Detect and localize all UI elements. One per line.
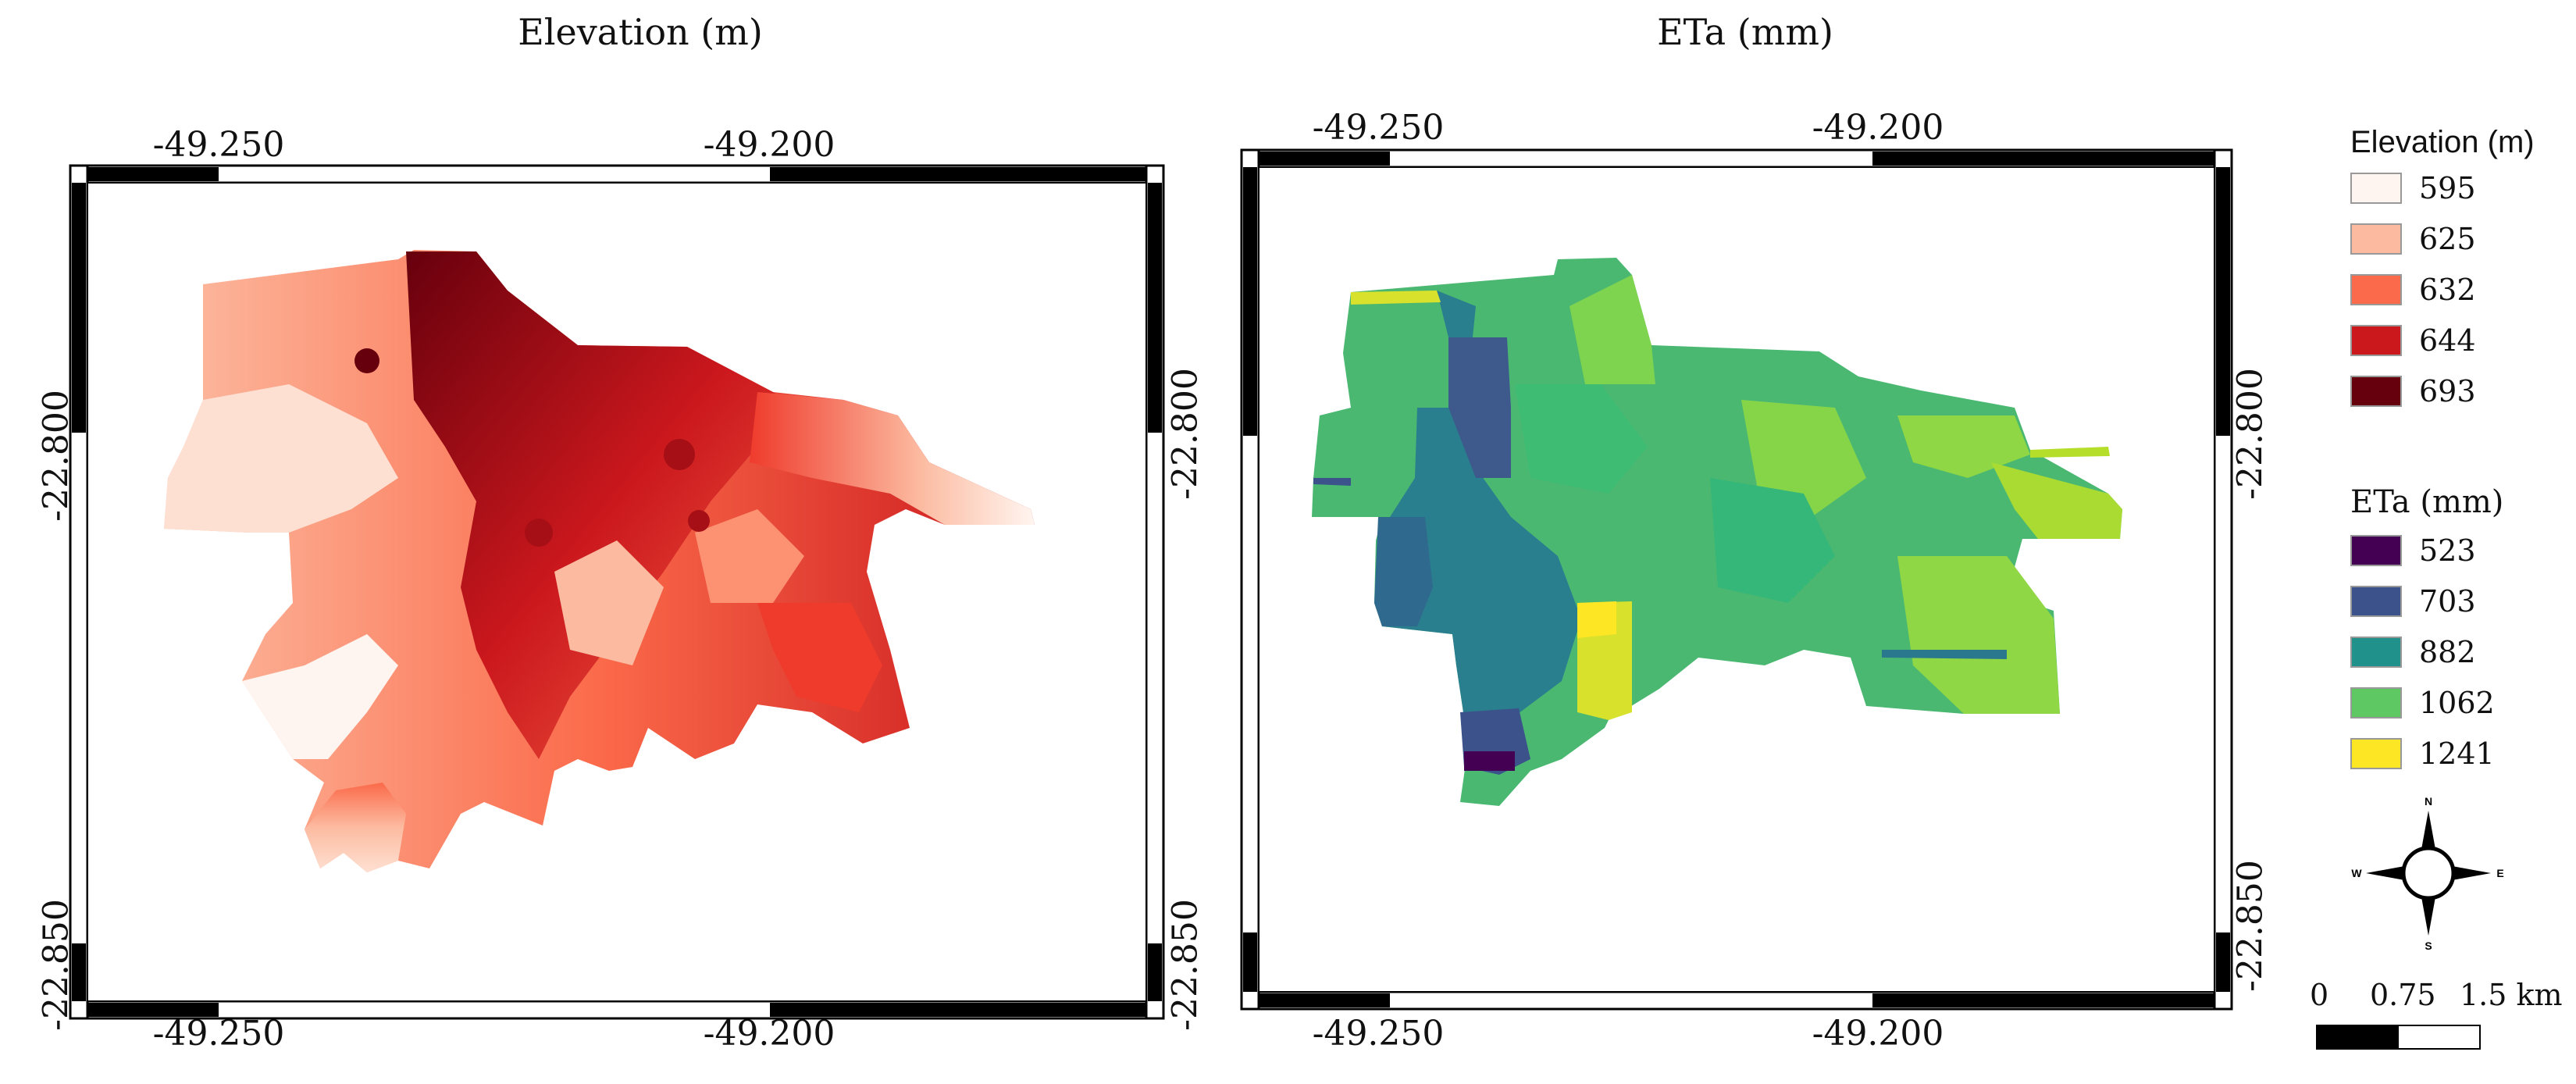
legend-label: 625 [2419, 221, 2476, 256]
elevation-raster [164, 250, 1035, 872]
legend-label: 632 [2419, 272, 2476, 307]
legend-item: 882 [2350, 626, 2495, 677]
lon-tick-bottom-2: -49.200 [703, 1014, 836, 1054]
lon-tick-top-1: -49.250 [152, 125, 285, 165]
legend-item: 632 [2350, 264, 2476, 315]
legend-swatch [2350, 324, 2402, 356]
legend-eta: 523 703 882 1062 1241 [2350, 525, 2495, 779]
legend-swatch [2350, 585, 2402, 617]
map-title-elevation: Elevation (m) [518, 11, 763, 53]
lat-tick-right-1: -22.800 [2230, 368, 2271, 500]
legend-swatch [2350, 375, 2402, 407]
lat-tick-right-2: -22.850 [2230, 860, 2271, 992]
legend-label: 523 [2419, 533, 2476, 568]
legend-swatch [2350, 737, 2402, 769]
lon-tick-top-2: -49.200 [1812, 108, 1944, 148]
legend-title-elevation: Elevation (m) [2350, 125, 2535, 159]
south-label: S [2425, 940, 2432, 952]
lon-tick-top-1: -49.250 [1312, 108, 1445, 148]
scale-label-end: 1.5 km [2460, 978, 2563, 1012]
map-title-eta: ETa (mm) [1657, 11, 1833, 53]
legend-label: 882 [2419, 634, 2476, 669]
legend-label: 1062 [2419, 685, 2495, 720]
legend-label: 1241 [2419, 736, 2495, 771]
legend-item: 595 [2350, 162, 2476, 213]
legend-item: 703 [2350, 576, 2495, 626]
legend-swatch [2350, 534, 2402, 566]
legend-item: 644 [2350, 315, 2476, 365]
lat-tick-right-1: -22.800 [1165, 368, 1206, 500]
legend-swatch [2350, 172, 2402, 204]
scale-label-0: 0 [2310, 978, 2329, 1012]
eta-raster [1312, 258, 2122, 806]
legend-item: 625 [2350, 213, 2476, 264]
legend-item: 1062 [2350, 677, 2495, 728]
north-label: N [2425, 795, 2432, 808]
map-frame-elevation [69, 164, 1165, 1020]
legend-swatch [2350, 636, 2402, 668]
west-label: W [2351, 867, 2362, 879]
scale-bar [2316, 1025, 2481, 1050]
legend-item: 693 [2350, 365, 2476, 416]
legend-swatch [2350, 686, 2402, 719]
scale-label-mid: 0.75 [2370, 978, 2436, 1012]
map-frame-eta [1240, 148, 2233, 1011]
legend-label: 703 [2419, 583, 2476, 619]
legend-item: 523 [2350, 525, 2495, 576]
lon-tick-bottom-1: -49.250 [1312, 1014, 1445, 1054]
legend-swatch [2350, 273, 2402, 305]
legend-title-eta: ETa (mm) [2350, 484, 2504, 520]
legend-label: 595 [2419, 170, 2476, 205]
east-label: E [2496, 867, 2503, 879]
lon-tick-bottom-2: -49.200 [1812, 1014, 1944, 1054]
legend-label: 693 [2419, 373, 2476, 408]
north-arrow-icon: N S E W [2351, 795, 2503, 952]
legend-elevation: 595 625 632 644 693 [2350, 162, 2476, 416]
legend-label: 644 [2419, 323, 2476, 358]
lon-tick-top-2: -49.200 [703, 125, 836, 165]
legend-item: 1241 [2350, 728, 2495, 779]
lat-tick-right-2: -22.850 [1165, 899, 1206, 1031]
legend-swatch [2350, 223, 2402, 255]
lon-tick-bottom-1: -49.250 [152, 1014, 285, 1054]
